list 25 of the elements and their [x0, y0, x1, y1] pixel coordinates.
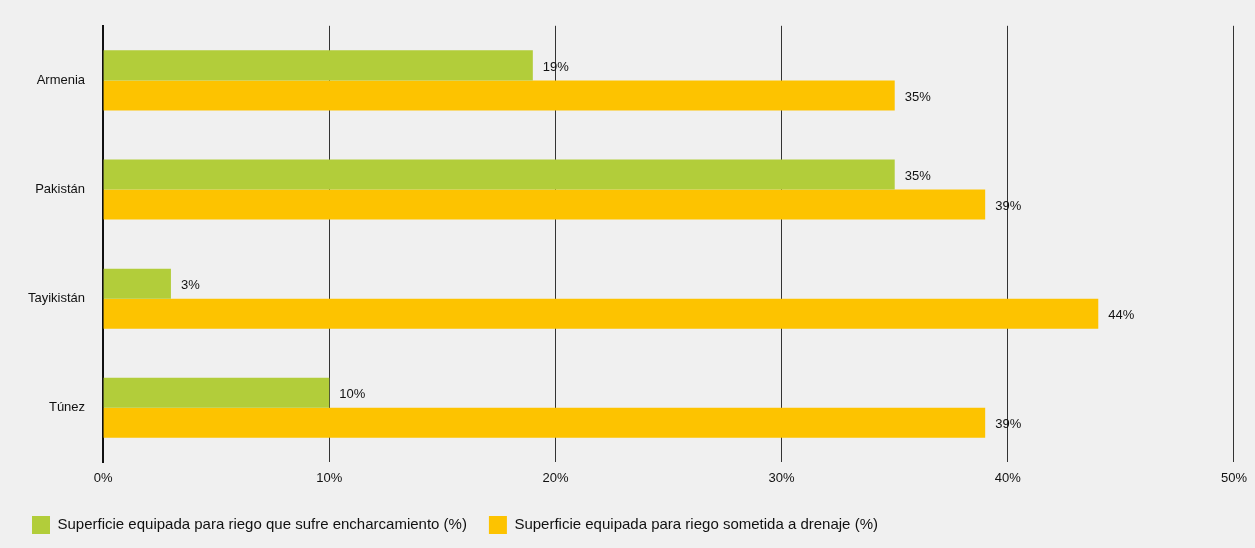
x-tick-label: 20%: [542, 469, 569, 485]
x-tick-label: 40%: [994, 469, 1022, 485]
data-label: 10%: [339, 386, 366, 402]
bar: [103, 407, 986, 438]
x-tick-label: 30%: [768, 469, 796, 485]
legend-label: Superficie equipada para riego que sufre encharcamiento (%): [57, 515, 467, 533]
bar: [103, 189, 986, 220]
bar: [103, 268, 171, 299]
bar: [103, 50, 533, 81]
y-tick-label: Pakistán: [35, 181, 86, 197]
data-label: 3%: [180, 277, 201, 293]
y-tick-label: Túnez: [48, 399, 86, 415]
data-label: 35%: [904, 168, 932, 184]
x-tick-label: 0%: [93, 469, 113, 485]
legend-label: Superficie equipada para riego sometida a drenaje (%): [514, 515, 878, 533]
y-tick-label: Armenia: [36, 71, 86, 87]
bar: [103, 80, 895, 111]
x-tick-label: 10%: [316, 469, 343, 485]
bar: [103, 159, 895, 190]
bar: [103, 298, 1099, 329]
bar: [103, 377, 330, 408]
data-label: 35%: [904, 88, 932, 104]
x-tick-label: 50%: [1220, 469, 1248, 485]
data-label: 44%: [1108, 307, 1135, 323]
y-tick-label: Tayikistán: [28, 290, 86, 306]
